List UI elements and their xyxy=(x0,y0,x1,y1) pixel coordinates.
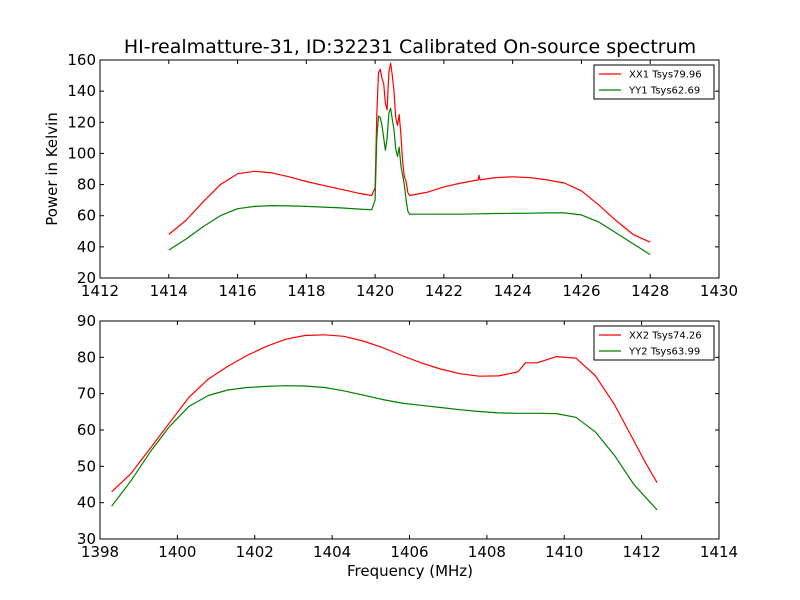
x-tick-label: 1398 xyxy=(81,543,119,561)
legend-frame xyxy=(593,325,715,361)
bottom-plot-legend: XX2 Tsys74.26 YY2 Tsys63.99 xyxy=(593,325,715,361)
top-plot-legend: XX1 Tsys79.96 YY1 Tsys62.69 xyxy=(593,64,715,100)
x-tick-label: 1400 xyxy=(158,543,196,561)
legend-label-xx2: XX2 Tsys74.26 xyxy=(629,331,702,342)
y-tick-label: 80 xyxy=(77,176,96,194)
legend-label-yy1: YY1 Tsys62.69 xyxy=(628,86,700,97)
bottom-spectrum-plot: Frequency (MHz) 1398 1400 1402 1404 1406 1408… xyxy=(77,312,738,580)
series-line-xx2 xyxy=(111,334,658,493)
x-tick-label: 1406 xyxy=(390,543,428,561)
chart-title: HI-realmatture-31, ID:32231 Calibrated O… xyxy=(124,36,696,58)
x-tick-label: 1428 xyxy=(631,282,669,300)
y-tick-label: 100 xyxy=(67,144,96,162)
x-tick-label: 1430 xyxy=(700,282,738,300)
y-tick-label: 140 xyxy=(67,82,96,100)
top-plot-axes-frame xyxy=(99,59,720,279)
bottom-plot-axes-frame xyxy=(99,320,720,540)
top-plot-ticks: 1412 1414 1416 1418 1420 1422 1424 1426 1428 1430… xyxy=(67,51,738,300)
x-tick-label: 1426 xyxy=(562,282,600,300)
legend-label-xx1: XX1 Tsys79.96 xyxy=(629,70,702,81)
x-tick-label: 1412 xyxy=(81,282,119,300)
y-tick-label: 60 xyxy=(77,207,96,225)
x-tick-label: 1414 xyxy=(700,543,738,561)
y-tick-label: 40 xyxy=(77,238,96,256)
x-tick-label: 1408 xyxy=(468,543,506,561)
legend-frame xyxy=(593,64,715,100)
series-line-xx1 xyxy=(168,62,651,243)
top-spectrum-plot: HI-realmatture-31, ID:32231 Calibrated O… xyxy=(43,36,738,300)
y-tick-label: 80 xyxy=(77,348,96,366)
x-tick-label: 1412 xyxy=(623,543,661,561)
y-tick-label: 120 xyxy=(67,113,96,131)
x-tick-label: 1414 xyxy=(150,282,188,300)
legend-label-yy2: YY2 Tsys63.99 xyxy=(628,347,700,358)
y-tick-label: 40 xyxy=(77,494,96,512)
x-tick-label: 1424 xyxy=(494,282,532,300)
x-tick-label: 1422 xyxy=(425,282,463,300)
x-tick-label: 1416 xyxy=(218,282,256,300)
x-tick-label: 1404 xyxy=(313,543,351,561)
top-plot-series xyxy=(168,62,651,256)
y-tick-label: 20 xyxy=(77,269,96,287)
y-tick-label: 60 xyxy=(77,421,96,439)
y-tick-label: 50 xyxy=(77,457,96,475)
y-tick-label: 30 xyxy=(77,530,96,548)
bottom-plot-ticks: 1398 1400 1402 1404 1406 1408 1410 1412 1414 30 40… xyxy=(77,312,738,561)
y-tick-label: 70 xyxy=(77,385,96,403)
x-axis-label: Frequency (MHz) xyxy=(347,562,473,580)
y-tick-label: 160 xyxy=(67,51,96,69)
x-tick-label: 1420 xyxy=(356,282,394,300)
y-axis-label: Power in Kelvin xyxy=(43,112,61,226)
series-line-yy1 xyxy=(168,107,651,256)
x-tick-label: 1402 xyxy=(236,543,274,561)
bottom-plot-series xyxy=(111,334,658,511)
y-tick-label: 90 xyxy=(77,312,96,330)
series-line-yy2 xyxy=(111,385,658,511)
x-tick-label: 1410 xyxy=(545,543,583,561)
x-tick-label: 1418 xyxy=(287,282,325,300)
